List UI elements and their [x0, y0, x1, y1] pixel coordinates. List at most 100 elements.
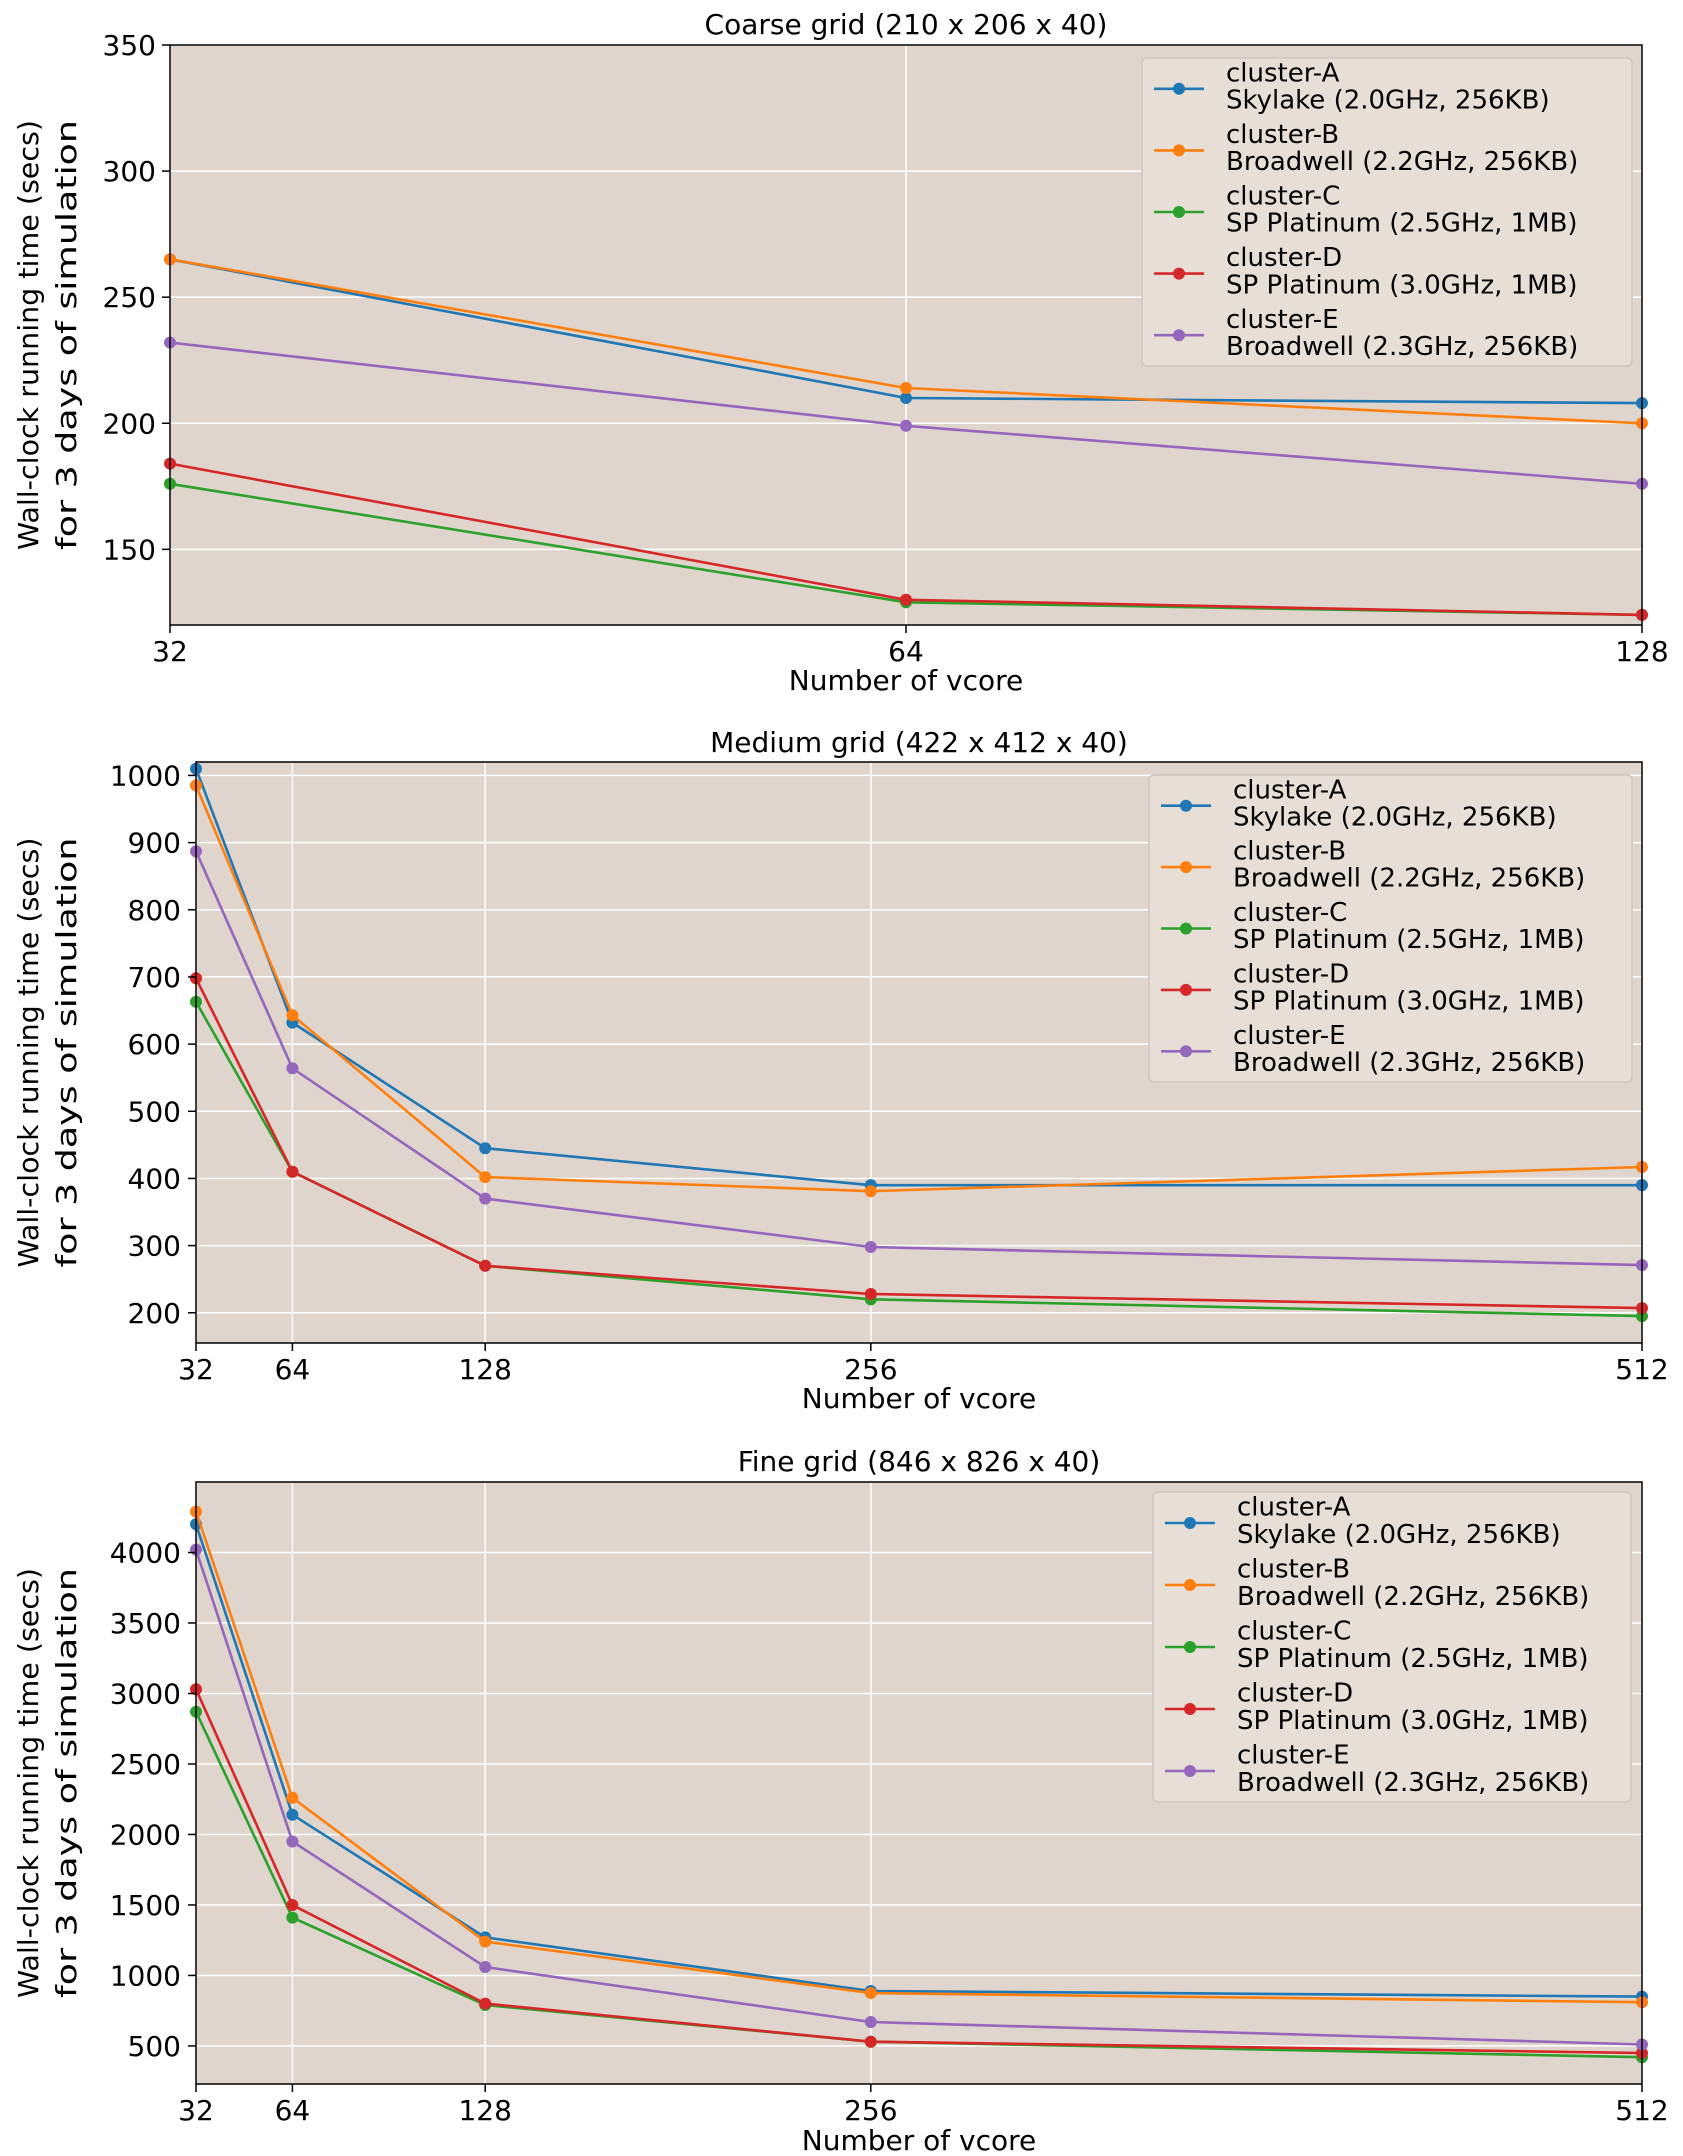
- legend-label: SP Platinum (3.0GHz, 1MB): [1226, 270, 1578, 300]
- legend-name: cluster-A: [1226, 58, 1340, 88]
- y-axis-label-line: Wall-clock running time (secs): [12, 838, 45, 1268]
- legend-entry-cluster-D: cluster-DSP Platinum (3.0GHz, 1MB): [1154, 243, 1578, 300]
- y-tick-label: 2500: [110, 1748, 181, 1781]
- legend-label: Broadwell (2.3GHz, 256KB): [1233, 1048, 1585, 1078]
- data-point-cluster-A: [479, 1142, 492, 1155]
- x-axis-label: Number of vcore: [789, 664, 1024, 697]
- data-point-cluster-D: [900, 593, 912, 606]
- legend-label: SP Platinum (3.0GHz, 1MB): [1237, 1706, 1589, 1736]
- y-tick-label: 3000: [110, 1677, 181, 1710]
- legend-marker: [1184, 1517, 1196, 1529]
- legend-entry-cluster-C: cluster-CSP Platinum (2.5GHz, 1MB): [1161, 898, 1585, 955]
- data-point-cluster-B: [864, 1987, 877, 2000]
- data-point-cluster-D: [479, 1997, 492, 2010]
- data-point-cluster-E: [286, 1835, 299, 1848]
- legend-name: cluster-E: [1226, 305, 1339, 335]
- y-tick-label: 600: [128, 1028, 181, 1061]
- chart-title: Fine grid (846 x 826 x 40): [738, 1445, 1101, 1478]
- legend-marker: [1180, 799, 1192, 812]
- data-point-cluster-E: [479, 1192, 492, 1205]
- y-tick-label: 300: [103, 155, 156, 188]
- y-tick-label: 400: [128, 1162, 181, 1195]
- legend-marker: [1180, 922, 1192, 935]
- legend-label: SP Platinum (2.5GHz, 1MB): [1226, 209, 1578, 239]
- y-axis-label-line: for 3 days of simulation: [50, 120, 83, 550]
- x-tick-label: 128: [458, 1353, 511, 1386]
- data-point-cluster-B: [286, 1791, 299, 1804]
- x-tick-label: 32: [178, 1353, 214, 1386]
- legend-entry-cluster-D: cluster-DSP Platinum (3.0GHz, 1MB): [1161, 960, 1585, 1017]
- legend-marker: [1180, 983, 1192, 996]
- y-tick-label: 2000: [110, 1818, 181, 1851]
- legend-name: cluster-E: [1237, 1741, 1350, 1771]
- axes-frame: [195, 761, 1643, 1344]
- legend-entry-cluster-C: cluster-CSP Platinum (2.5GHz, 1MB): [1154, 182, 1578, 239]
- x-tick-label: 128: [458, 2094, 511, 2127]
- legend-marker: [1184, 1765, 1196, 1777]
- legend-entry-cluster-D: cluster-DSP Platinum (3.0GHz, 1MB): [1165, 1679, 1589, 1736]
- y-tick-label: 350: [103, 29, 156, 62]
- legend-name: cluster-A: [1233, 775, 1347, 805]
- data-point-cluster-B: [864, 1185, 877, 1198]
- legend-marker: [1184, 1579, 1196, 1591]
- y-tick-label: 500: [128, 2030, 181, 2063]
- legend-marker: [1173, 82, 1185, 95]
- y-tick-label: 1000: [110, 1959, 181, 1992]
- data-point-cluster-B: [479, 1935, 492, 1948]
- legend-name: cluster-B: [1226, 120, 1339, 150]
- legend-label: Broadwell (2.2GHz, 256KB): [1233, 864, 1585, 894]
- legend-entry-cluster-C: cluster-CSP Platinum (2.5GHz, 1MB): [1165, 1617, 1589, 1674]
- y-tick-label: 800: [128, 894, 181, 927]
- legend-name: cluster-D: [1233, 960, 1349, 990]
- x-tick-label: 128: [1615, 635, 1668, 668]
- legend-box: [1152, 1491, 1632, 1803]
- x-tick-label: 64: [888, 635, 924, 668]
- y-tick-label: 150: [103, 533, 156, 566]
- y-tick-label: 1500: [110, 1889, 181, 1922]
- series-cluster-E: [190, 845, 1648, 1272]
- x-tick-label: 32: [152, 635, 188, 668]
- legend-label: Broadwell (2.3GHz, 256KB): [1226, 332, 1578, 362]
- data-point-cluster-E: [479, 1960, 492, 1973]
- y-tick-label: 300: [128, 1230, 181, 1263]
- x-axis-label: Number of vcore: [802, 2124, 1037, 2156]
- x-tick-label: 256: [844, 2094, 897, 2127]
- y-tick-label: 700: [128, 961, 181, 994]
- x-tick-label: 512: [1615, 1353, 1668, 1386]
- y-tick-label: 1000: [110, 759, 181, 792]
- legend-marker: [1173, 267, 1185, 280]
- legend-name: cluster-C: [1237, 1617, 1351, 1647]
- y-tick-label: 3500: [110, 1607, 181, 1640]
- y-tick-label: 4000: [110, 1536, 181, 1569]
- x-tick-label: 64: [275, 2094, 311, 2127]
- legend-name: cluster-E: [1233, 1021, 1346, 1051]
- chart-1: 32 64 128 150 200 250 300 350 Coarse grid (210 x…: [12, 8, 1669, 697]
- legend-label: Broadwell (2.2GHz, 256KB): [1237, 1582, 1589, 1612]
- legend-label: Skylake (2.0GHz, 256KB): [1237, 1520, 1561, 1550]
- data-point-cluster-D: [286, 1165, 299, 1178]
- legend-marker: [1184, 1703, 1196, 1715]
- legend-marker: [1180, 861, 1192, 874]
- x-tick-label: 256: [844, 1353, 897, 1386]
- legend-box: [1141, 57, 1633, 367]
- legend-name: cluster-C: [1226, 182, 1340, 212]
- legend-label: Skylake (2.0GHz, 256KB): [1233, 802, 1557, 832]
- legend-label: SP Platinum (3.0GHz, 1MB): [1233, 987, 1585, 1017]
- legend-marker: [1180, 1045, 1192, 1058]
- y-axis-label-line: Wall-clock running time (secs): [12, 1568, 45, 1998]
- axes-frame: [195, 1481, 1643, 2085]
- data-point-cluster-D: [286, 1898, 299, 1911]
- y-tick-label: 200: [128, 1297, 181, 1330]
- data-point-cluster-A: [286, 1808, 299, 1821]
- data-point-cluster-B: [479, 1171, 492, 1184]
